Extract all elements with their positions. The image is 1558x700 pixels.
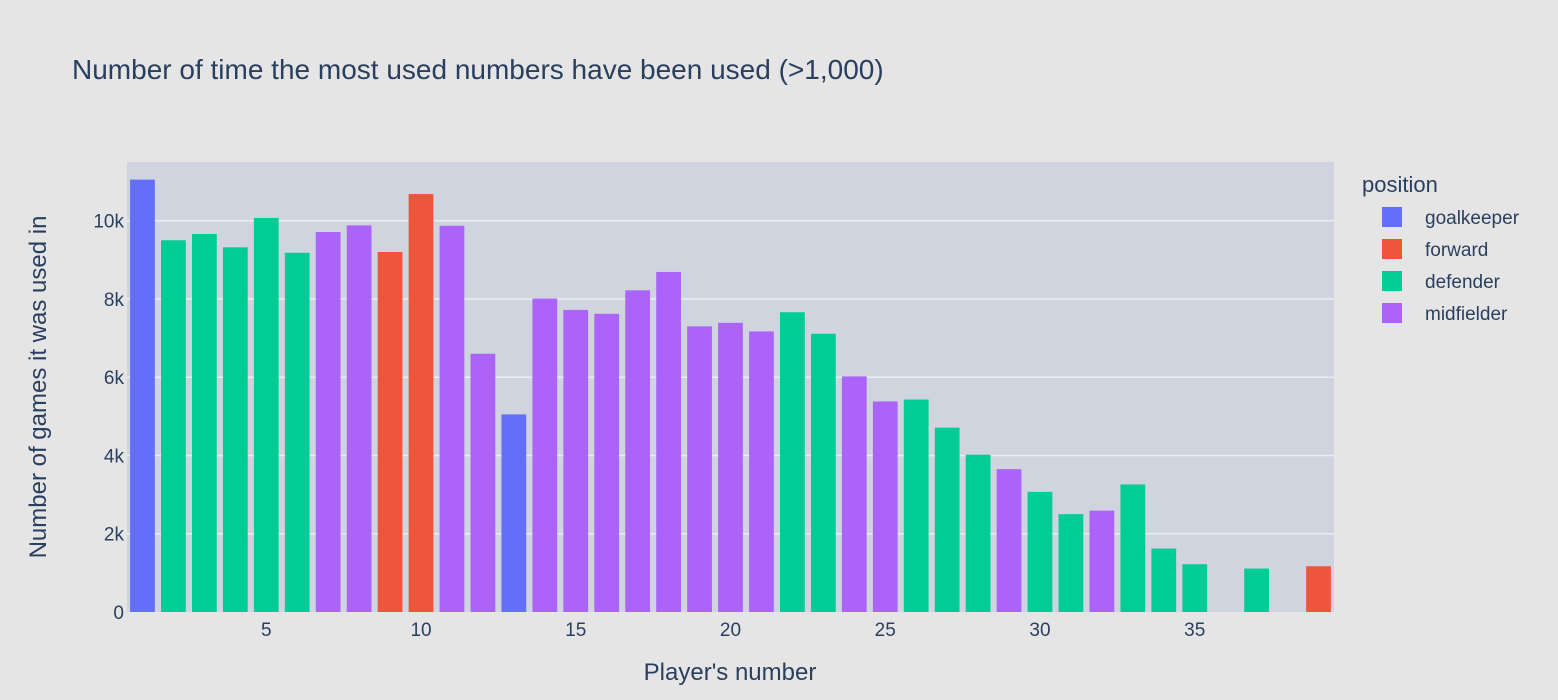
- bar-forward[interactable]: [408, 194, 434, 612]
- legend-label: forward: [1425, 240, 1488, 261]
- bar-midfielder[interactable]: [625, 290, 651, 612]
- bar-defender[interactable]: [1244, 568, 1270, 612]
- bar-midfielder[interactable]: [470, 353, 496, 612]
- legend-title: position: [1362, 172, 1438, 197]
- legend-label: midfielder: [1425, 304, 1508, 325]
- bar-midfielder[interactable]: [996, 469, 1022, 612]
- y-axis-ticks: 0 2k 4k 6k 8k 10k: [93, 212, 124, 624]
- legend-swatch: [1382, 303, 1402, 323]
- x-axis-title: Player's number: [644, 659, 817, 686]
- bar-defender[interactable]: [222, 247, 248, 612]
- bar-midfielder[interactable]: [841, 376, 867, 612]
- bar-defender[interactable]: [253, 217, 279, 612]
- bar-defender[interactable]: [1182, 564, 1208, 612]
- bar-midfielder[interactable]: [872, 401, 898, 612]
- x-tick-label: 15: [565, 620, 586, 641]
- x-tick-label: 25: [875, 620, 896, 641]
- bar-midfielder[interactable]: [346, 225, 372, 613]
- bar-forward[interactable]: [377, 252, 403, 612]
- y-tick-label: 4k: [104, 446, 125, 467]
- bar-defender[interactable]: [284, 252, 310, 613]
- legend-swatch: [1382, 207, 1402, 227]
- y-tick-label: 0: [113, 603, 124, 624]
- legend-item-goalkeeper[interactable]: goalkeeper: [1382, 207, 1520, 229]
- bar-defender[interactable]: [1058, 514, 1084, 612]
- bar-goalkeeper[interactable]: [130, 179, 155, 612]
- bar-midfielder[interactable]: [594, 313, 620, 612]
- bar-goalkeeper[interactable]: [501, 414, 527, 612]
- y-tick-label: 6k: [104, 368, 125, 389]
- bar-defender[interactable]: [965, 454, 991, 612]
- bar-midfielder[interactable]: [749, 331, 774, 612]
- legend-item-midfielder[interactable]: midfielder: [1382, 303, 1508, 325]
- bar-forward[interactable]: [1306, 566, 1331, 612]
- legend-label: goalkeeper: [1425, 208, 1520, 229]
- bar-defender[interactable]: [191, 234, 217, 612]
- bar-defender[interactable]: [1027, 491, 1053, 612]
- chart-title: Number of time the most used numbers hav…: [72, 54, 884, 85]
- bar-defender[interactable]: [161, 240, 186, 612]
- bar-defender[interactable]: [934, 427, 960, 612]
- bar-midfielder[interactable]: [439, 225, 465, 613]
- legend-label: defender: [1425, 272, 1501, 293]
- legend-swatch: [1382, 271, 1402, 291]
- bar-defender[interactable]: [810, 333, 836, 612]
- x-axis-ticks: 5 10 15 20 25 30 35: [261, 620, 1205, 641]
- bar-midfielder[interactable]: [1089, 510, 1115, 612]
- bar-defender[interactable]: [1151, 548, 1177, 612]
- legend-item-defender[interactable]: defender: [1382, 271, 1501, 293]
- bars: [130, 179, 1331, 613]
- legend[interactable]: position goalkeeper forward defender midfie…: [1362, 172, 1520, 325]
- legend-swatch: [1382, 239, 1402, 259]
- bar-midfielder[interactable]: [687, 326, 712, 612]
- bar-defender[interactable]: [780, 312, 805, 612]
- y-tick-label: 8k: [104, 290, 125, 311]
- bar-midfielder[interactable]: [718, 322, 743, 612]
- bar-midfielder[interactable]: [315, 232, 341, 613]
- x-tick-label: 10: [410, 620, 431, 641]
- bar-defender[interactable]: [903, 399, 929, 612]
- legend-item-forward[interactable]: forward: [1382, 239, 1488, 261]
- bar-midfielder[interactable]: [656, 271, 681, 612]
- y-tick-label: 10k: [93, 212, 124, 233]
- x-tick-label: 35: [1184, 620, 1205, 641]
- bar-midfielder[interactable]: [532, 298, 558, 612]
- y-tick-label: 2k: [104, 525, 125, 546]
- y-axis-title: Number of games it was used in: [25, 216, 52, 559]
- bar-midfielder[interactable]: [563, 309, 589, 612]
- x-tick-label: 30: [1029, 620, 1050, 641]
- x-tick-label: 20: [720, 620, 741, 641]
- bar-defender[interactable]: [1120, 484, 1146, 612]
- x-tick-label: 5: [261, 620, 272, 641]
